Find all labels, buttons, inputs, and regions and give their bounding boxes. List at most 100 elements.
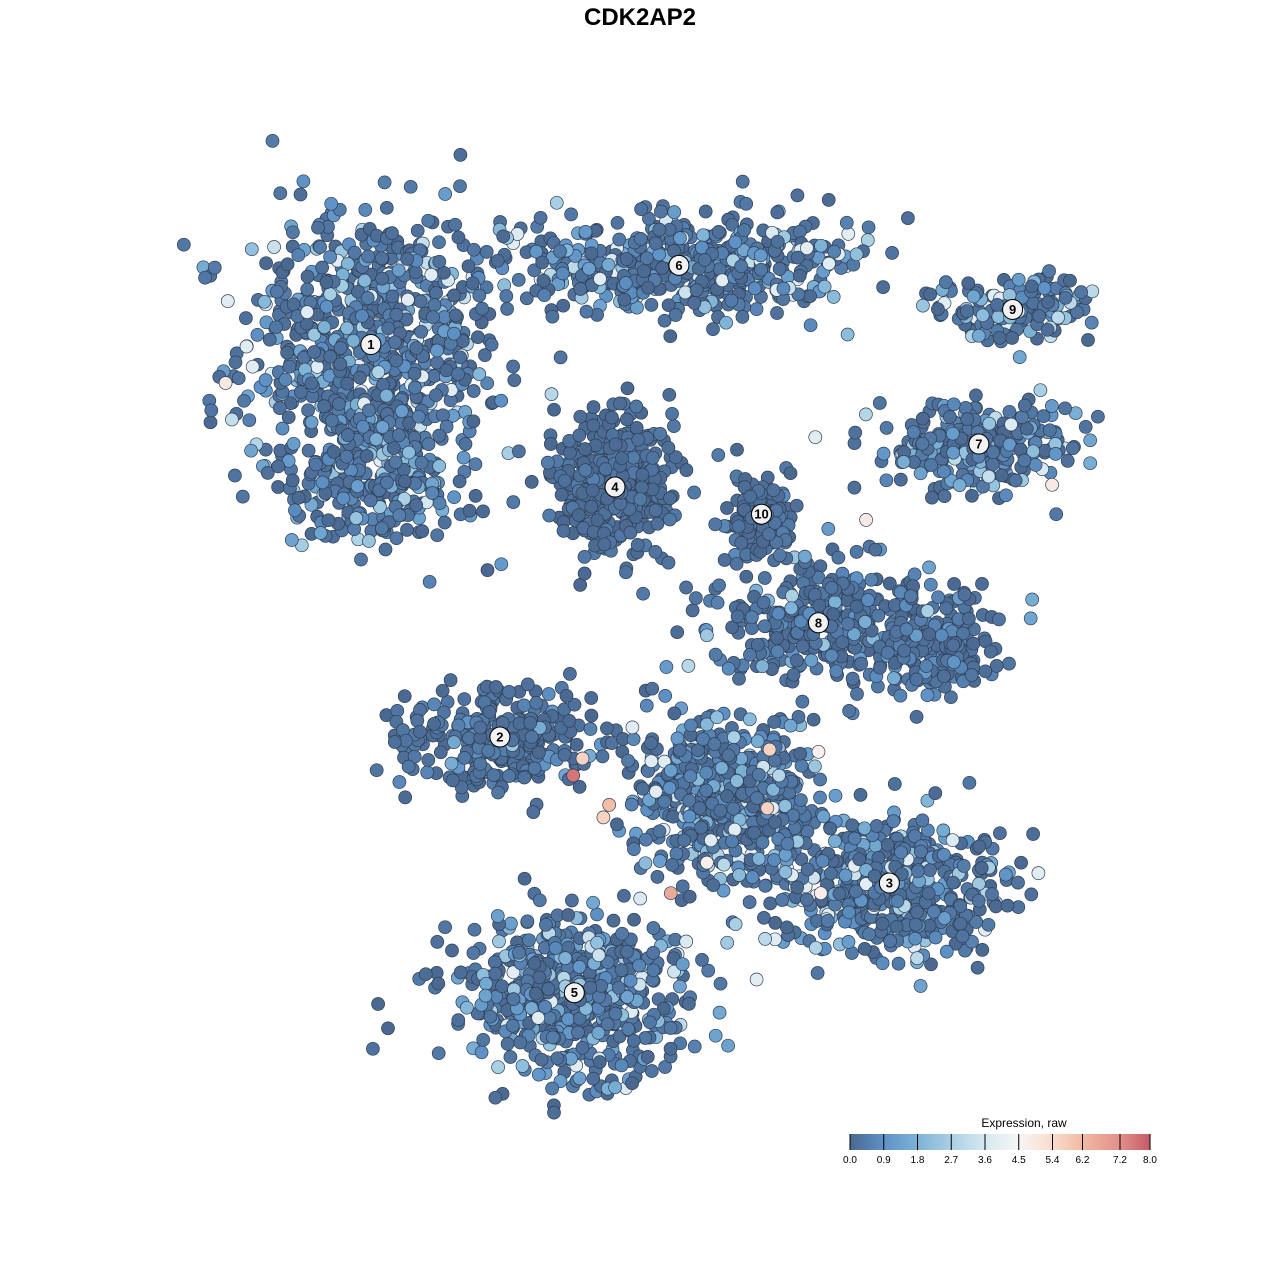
data-point <box>584 691 599 705</box>
data-point <box>523 715 538 730</box>
data-point <box>897 643 912 658</box>
data-point <box>512 945 526 960</box>
data-point <box>418 967 433 982</box>
data-point <box>1015 410 1029 424</box>
data-point <box>563 446 577 460</box>
data-point <box>964 668 979 682</box>
data-point <box>810 966 825 980</box>
data-point <box>1002 404 1017 419</box>
data-point <box>985 457 1000 472</box>
data-point <box>517 770 532 785</box>
data-point <box>325 413 339 428</box>
data-point <box>410 223 425 238</box>
data-point <box>849 247 864 262</box>
data-point <box>547 1105 561 1120</box>
data-point <box>812 598 827 613</box>
data-point <box>913 979 928 993</box>
data-point <box>293 187 308 202</box>
data-point <box>841 935 856 949</box>
data-point <box>407 749 422 764</box>
data-point <box>822 256 836 271</box>
data-point <box>460 1000 474 1015</box>
data-point <box>619 252 634 266</box>
data-point <box>880 645 895 660</box>
data-point <box>695 953 709 967</box>
data-point <box>573 578 588 592</box>
data-point <box>699 765 714 780</box>
data-point <box>679 580 693 595</box>
data-point <box>896 455 911 469</box>
data-point <box>729 556 744 571</box>
data-point <box>732 868 746 882</box>
data-point <box>721 661 736 676</box>
data-point <box>220 294 235 308</box>
data-point <box>939 601 954 616</box>
data-point <box>853 788 868 802</box>
data-point <box>541 982 556 996</box>
data-point <box>1045 399 1059 413</box>
data-point <box>871 608 886 623</box>
data-point <box>281 410 296 425</box>
data-point <box>803 318 818 333</box>
data-point <box>861 220 876 235</box>
data-point <box>658 689 673 703</box>
data-point <box>908 931 923 946</box>
data-point <box>754 262 768 277</box>
data-point <box>685 603 700 618</box>
data-point <box>225 412 239 427</box>
data-point <box>366 1041 380 1056</box>
data-point <box>300 282 315 297</box>
data-point <box>433 745 448 760</box>
data-point <box>300 305 315 319</box>
data-point <box>720 789 734 803</box>
data-point <box>662 387 677 402</box>
data-point <box>282 359 297 374</box>
data-point <box>608 1006 623 1021</box>
data-point <box>643 1015 657 1030</box>
data-point <box>500 302 514 316</box>
data-point <box>608 1080 622 1095</box>
data-point <box>407 366 422 381</box>
data-point <box>644 736 658 750</box>
data-point <box>972 839 987 854</box>
data-point <box>1005 331 1019 345</box>
data-point <box>931 590 945 605</box>
data-point <box>835 635 850 650</box>
data-point <box>490 909 505 923</box>
data-point <box>489 680 503 694</box>
data-point <box>910 951 925 965</box>
data-point <box>652 222 667 237</box>
data-point <box>742 712 757 727</box>
data-point <box>1008 473 1023 488</box>
data-point <box>351 284 365 299</box>
data-point <box>857 942 872 956</box>
data-point <box>662 781 677 795</box>
data-point <box>512 444 526 459</box>
data-point <box>517 698 531 713</box>
data-point <box>360 291 375 305</box>
data-point <box>301 403 315 418</box>
data-point <box>319 299 334 314</box>
data-point <box>524 475 539 489</box>
data-point <box>650 870 665 884</box>
data-point <box>657 794 672 809</box>
data-point <box>590 935 604 950</box>
data-point <box>482 705 497 719</box>
data-point <box>800 241 814 255</box>
data-point <box>721 1038 735 1053</box>
data-point <box>646 963 661 978</box>
data-point <box>679 934 694 949</box>
data-point <box>427 298 442 312</box>
data-point <box>257 294 272 309</box>
data-point <box>553 350 568 365</box>
data-point <box>584 246 599 261</box>
data-point <box>663 1041 678 1056</box>
data-point <box>503 1050 518 1064</box>
data-point <box>772 768 786 783</box>
data-point <box>1037 281 1052 296</box>
data-point <box>356 419 370 434</box>
data-point <box>886 814 901 828</box>
data-point <box>362 534 376 548</box>
data-point <box>545 309 560 324</box>
data-point <box>814 238 828 253</box>
